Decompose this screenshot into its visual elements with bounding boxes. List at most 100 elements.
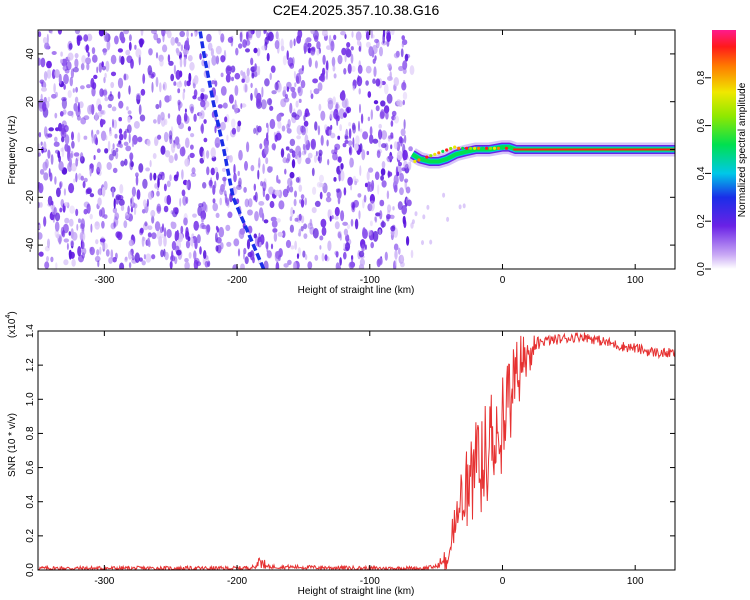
noise-blob [113, 221, 116, 228]
noise-blob [381, 161, 386, 169]
noise-blob [38, 183, 44, 194]
noise-blob [85, 188, 89, 195]
noise-blob [380, 221, 386, 228]
noise-blob [38, 132, 42, 138]
noise-blob [85, 57, 91, 65]
noise-blob [74, 96, 79, 104]
noise-blob [218, 30, 222, 36]
noise-blob [71, 259, 76, 267]
noise-blob [129, 152, 134, 161]
noise-blob [280, 148, 285, 158]
noise-blob [104, 148, 109, 154]
noise-blob [319, 235, 324, 241]
noise-blob [147, 191, 154, 200]
noise-blob [113, 119, 118, 129]
noise-blob [340, 170, 345, 182]
noise-blob [390, 225, 396, 232]
noise-blob [380, 175, 384, 181]
noise-blob [269, 118, 276, 130]
noise-blob [319, 245, 322, 250]
noise-blob [403, 134, 407, 144]
noise-blob [319, 174, 324, 183]
noise-blob [51, 204, 56, 215]
noise-blob [231, 118, 236, 129]
noise-blob [331, 215, 334, 220]
noise-blob [61, 230, 66, 238]
noise-blob [171, 142, 176, 154]
noise-blob [214, 80, 218, 87]
noise-blob [247, 30, 253, 39]
carrier-dot [445, 148, 449, 152]
noise-blob [138, 257, 143, 262]
noise-blob [402, 149, 408, 161]
noise-blob [151, 232, 157, 240]
noise-blob [225, 224, 231, 232]
noise-blob [426, 204, 430, 210]
noise-blob [358, 45, 361, 52]
noise-blob [177, 88, 181, 94]
carrier-track [408, 140, 675, 169]
noise-blob [123, 73, 127, 81]
noise-blob [125, 128, 129, 133]
noise-blob [135, 48, 142, 58]
noise-blob [262, 181, 267, 192]
noise-blob [393, 77, 399, 87]
noise-blob [150, 209, 156, 218]
noise-blob [212, 198, 216, 204]
noise-blob [192, 213, 197, 218]
noise-blob [327, 99, 334, 110]
noise-blob [102, 48, 107, 56]
noise-blob [285, 239, 292, 249]
noise-blob [67, 145, 71, 155]
noise-blob [215, 225, 219, 231]
noise-blob [253, 70, 258, 78]
noise-blob [311, 46, 316, 52]
noise-blob [146, 198, 149, 207]
noise-blob [58, 161, 64, 171]
noise-blob [307, 261, 313, 269]
noise-blob [296, 253, 300, 259]
noise-blob [429, 239, 433, 245]
carrier-dot [500, 146, 505, 150]
noise-blob [384, 251, 388, 261]
noise-blob [332, 152, 338, 161]
noise-blob [276, 218, 281, 223]
noise-blob [326, 45, 332, 50]
noise-blob [307, 152, 313, 159]
noise-blob [357, 193, 362, 198]
noise-blob [289, 102, 293, 114]
noise-blob [257, 125, 262, 133]
noise-blob [71, 140, 75, 149]
noise-blob [125, 49, 131, 56]
noise-blob [98, 209, 103, 217]
noise-blob [321, 252, 325, 262]
noise-blob [351, 31, 354, 38]
noise-blob [259, 234, 265, 245]
noise-blob [290, 206, 294, 218]
noise-blob [398, 136, 403, 144]
noise-blob [87, 104, 93, 115]
noise-blob [167, 113, 171, 119]
noise-blob [190, 32, 193, 37]
noise-blob [128, 262, 132, 269]
noise-blob [391, 115, 396, 121]
noise-blob [338, 171, 342, 182]
noise-blob [193, 75, 199, 85]
noise-blob [215, 245, 219, 252]
noise-blob [243, 83, 249, 93]
noise-blob [59, 182, 62, 190]
noise-blob [46, 69, 52, 79]
carrier-dot [477, 146, 481, 150]
noise-blob [403, 160, 408, 169]
noise-blob [311, 207, 317, 214]
noise-blob [69, 157, 72, 168]
noise-blob [330, 124, 333, 130]
noise-blob [221, 167, 227, 172]
carrier-inner [411, 145, 675, 164]
noise-blob [349, 157, 352, 169]
noise-blob [43, 172, 49, 181]
noise-blob [297, 86, 303, 97]
noise-blob [126, 106, 129, 111]
noise-blob [373, 100, 379, 105]
noise-blob [204, 261, 209, 268]
